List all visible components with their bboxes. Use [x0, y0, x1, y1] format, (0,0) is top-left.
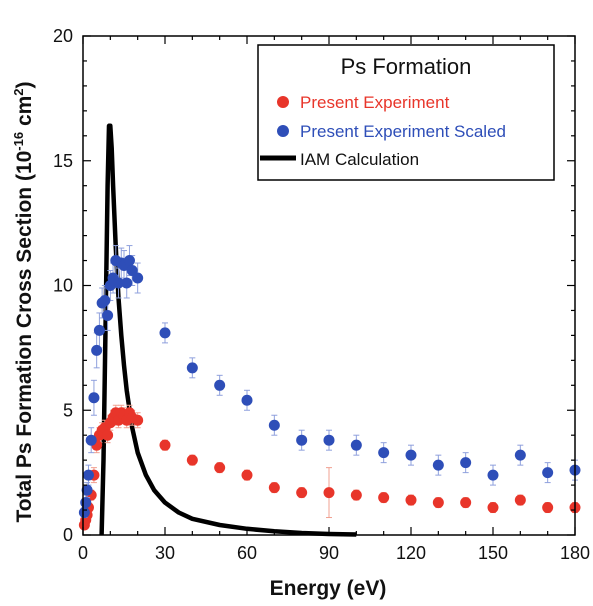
experiment-point-21	[159, 439, 171, 451]
experiment-point-24	[241, 469, 253, 481]
legend-label-1: Present Experiment Scaled	[300, 122, 506, 141]
experiment-point-29	[378, 492, 390, 504]
experiment-point-25	[268, 482, 280, 494]
experiment-scaled-point-31	[432, 459, 444, 471]
experiment-scaled-point-7	[93, 324, 105, 336]
experiment-scaled-point-0	[78, 507, 90, 519]
legend-box	[257, 44, 555, 181]
experiment-scaled-point-4	[85, 434, 97, 446]
experiment-scaled-point-10	[102, 309, 114, 321]
x-tick-label-180: 180	[560, 543, 590, 563]
experiment-scaled-point-23	[214, 379, 226, 391]
x-axis-title: Energy (eV)	[270, 577, 387, 600]
legend-title: Ps Formation	[341, 54, 472, 79]
experiment-scaled-point-22	[186, 362, 198, 374]
x-tick-label-60: 60	[237, 543, 257, 563]
y-tick-label-15: 15	[53, 151, 73, 171]
legend-label-0: Present Experiment	[300, 93, 450, 112]
experiment-point-10	[102, 429, 114, 441]
iam-calculation-line	[99, 123, 357, 537]
experiment-point-32	[460, 497, 472, 509]
experiment-point-20	[132, 414, 144, 426]
y-tick-label-20: 20	[53, 26, 73, 46]
plot-area	[78, 123, 581, 537]
legend-label-2: IAM Calculation	[300, 150, 419, 169]
legend-marker-0	[277, 96, 289, 108]
experiment-scaled-point-21	[159, 327, 171, 339]
x-tick-label-90: 90	[319, 543, 339, 563]
legend: Ps Formation Present Experiment Present …	[257, 44, 555, 181]
y-tick-label-0: 0	[63, 525, 73, 545]
experiment-scaled-point-20	[132, 272, 144, 284]
experiment-point-28	[350, 489, 362, 501]
experiment-scaled-point-2	[81, 484, 93, 496]
experiment-scaled-point-25	[268, 419, 280, 431]
experiment-scaled-point-5	[88, 392, 100, 404]
experiment-scaled-point-27	[323, 434, 335, 446]
experiment-scaled-point-6	[91, 344, 103, 356]
axes: 0 30 60 90 120 150 180 0 5 10 15 20	[53, 26, 590, 563]
legend-marker-1	[277, 125, 289, 137]
experiment-point-26	[296, 487, 308, 499]
y-tick-label-10: 10	[53, 276, 73, 296]
x-tick-label-120: 120	[396, 543, 426, 563]
experiment-point-30	[405, 494, 417, 506]
experiment-scaled-point-26	[296, 434, 308, 446]
experiment-scaled-point-28	[350, 439, 362, 451]
experiment-point-31	[432, 497, 444, 509]
experiment-scaled-point-30	[405, 449, 417, 461]
y-tick-label-5: 5	[63, 400, 73, 420]
experiment-scaled-point-24	[241, 394, 253, 406]
experiment-point-35	[542, 502, 554, 514]
x-tick-label-150: 150	[478, 543, 508, 563]
experiment-scaled-point-1	[80, 497, 92, 509]
y-axis-title: Total Ps Formation Cross Section (10-16 …	[11, 81, 36, 522]
experiment-scaled-point-34	[514, 449, 526, 461]
experiment-scaled-point-14	[113, 277, 125, 289]
experiment-scaled-point-29	[378, 447, 390, 459]
experiment-scaled-point-3	[82, 469, 94, 481]
experiment-scaled-point-35	[542, 467, 554, 479]
experiment-scaled-point-18	[123, 255, 135, 267]
experiment-point-34	[514, 494, 526, 506]
experiment-scaled-point-17	[121, 277, 133, 289]
experiment-point-27	[323, 487, 335, 499]
experiment-scaled-point-33	[487, 469, 499, 481]
x-tick-label-30: 30	[155, 543, 175, 563]
experiment-point-23	[214, 462, 226, 474]
experiment-scaled-point-32	[460, 457, 472, 469]
experiment-point-22	[186, 454, 198, 466]
experiment-point-33	[487, 502, 499, 514]
x-tick-label-0: 0	[78, 543, 88, 563]
experiment-scaled-point-9	[99, 294, 111, 306]
